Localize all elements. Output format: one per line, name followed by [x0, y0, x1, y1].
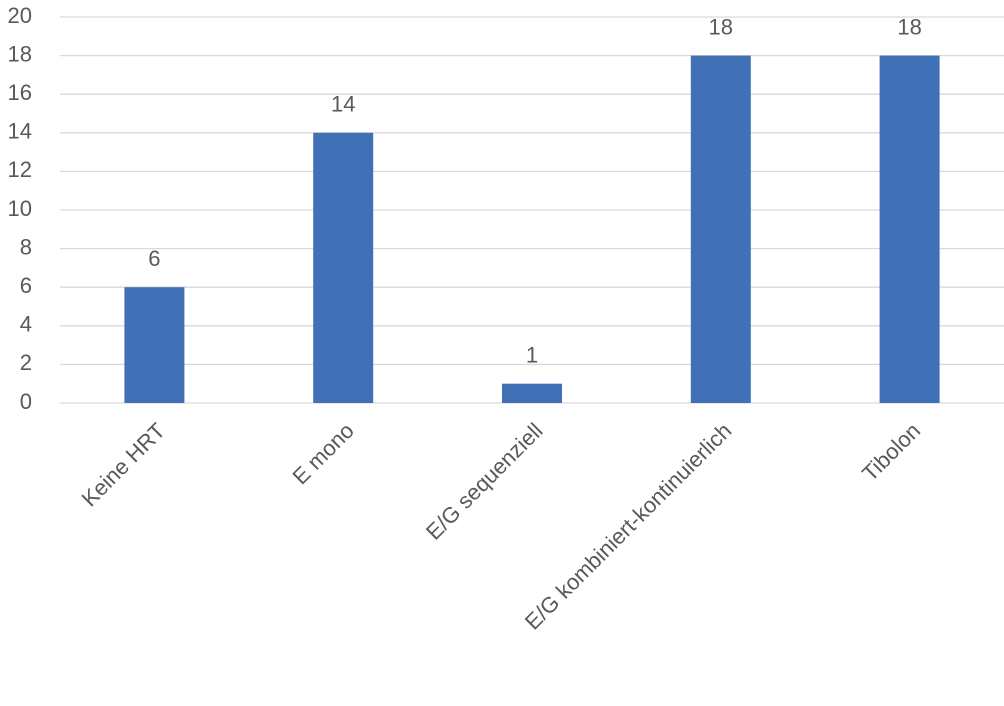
x-tick-label: E/G sequenziell	[421, 418, 548, 545]
y-tick-label: 18	[8, 41, 32, 66]
data-label: 14	[331, 92, 355, 117]
x-tick-label: E mono	[288, 418, 359, 489]
x-tick-label: E/G kombiniert-kontinuierlich	[520, 418, 737, 635]
bar	[124, 287, 185, 403]
y-tick-label: 2	[20, 350, 32, 375]
data-label: 6	[148, 246, 160, 271]
bar	[690, 55, 751, 403]
bar	[502, 383, 562, 403]
data-label: 18	[897, 14, 921, 39]
x-tick-label: Tibolon	[857, 418, 925, 486]
y-tick-label: 20	[8, 3, 32, 28]
y-tick-label: 14	[8, 119, 32, 144]
data-label: 18	[709, 14, 733, 39]
y-tick-label: 16	[8, 80, 32, 105]
y-tick-label: 0	[20, 389, 32, 414]
y-tick-label: 8	[20, 234, 32, 259]
y-tick-label: 12	[8, 157, 32, 182]
bar	[879, 55, 940, 403]
y-tick-label: 10	[8, 196, 32, 221]
x-tick-label: Keine HRT	[77, 418, 170, 511]
data-label: 1	[526, 343, 538, 368]
bar	[313, 132, 374, 404]
y-tick-label: 4	[20, 312, 32, 337]
y-tick-label: 6	[20, 273, 32, 298]
